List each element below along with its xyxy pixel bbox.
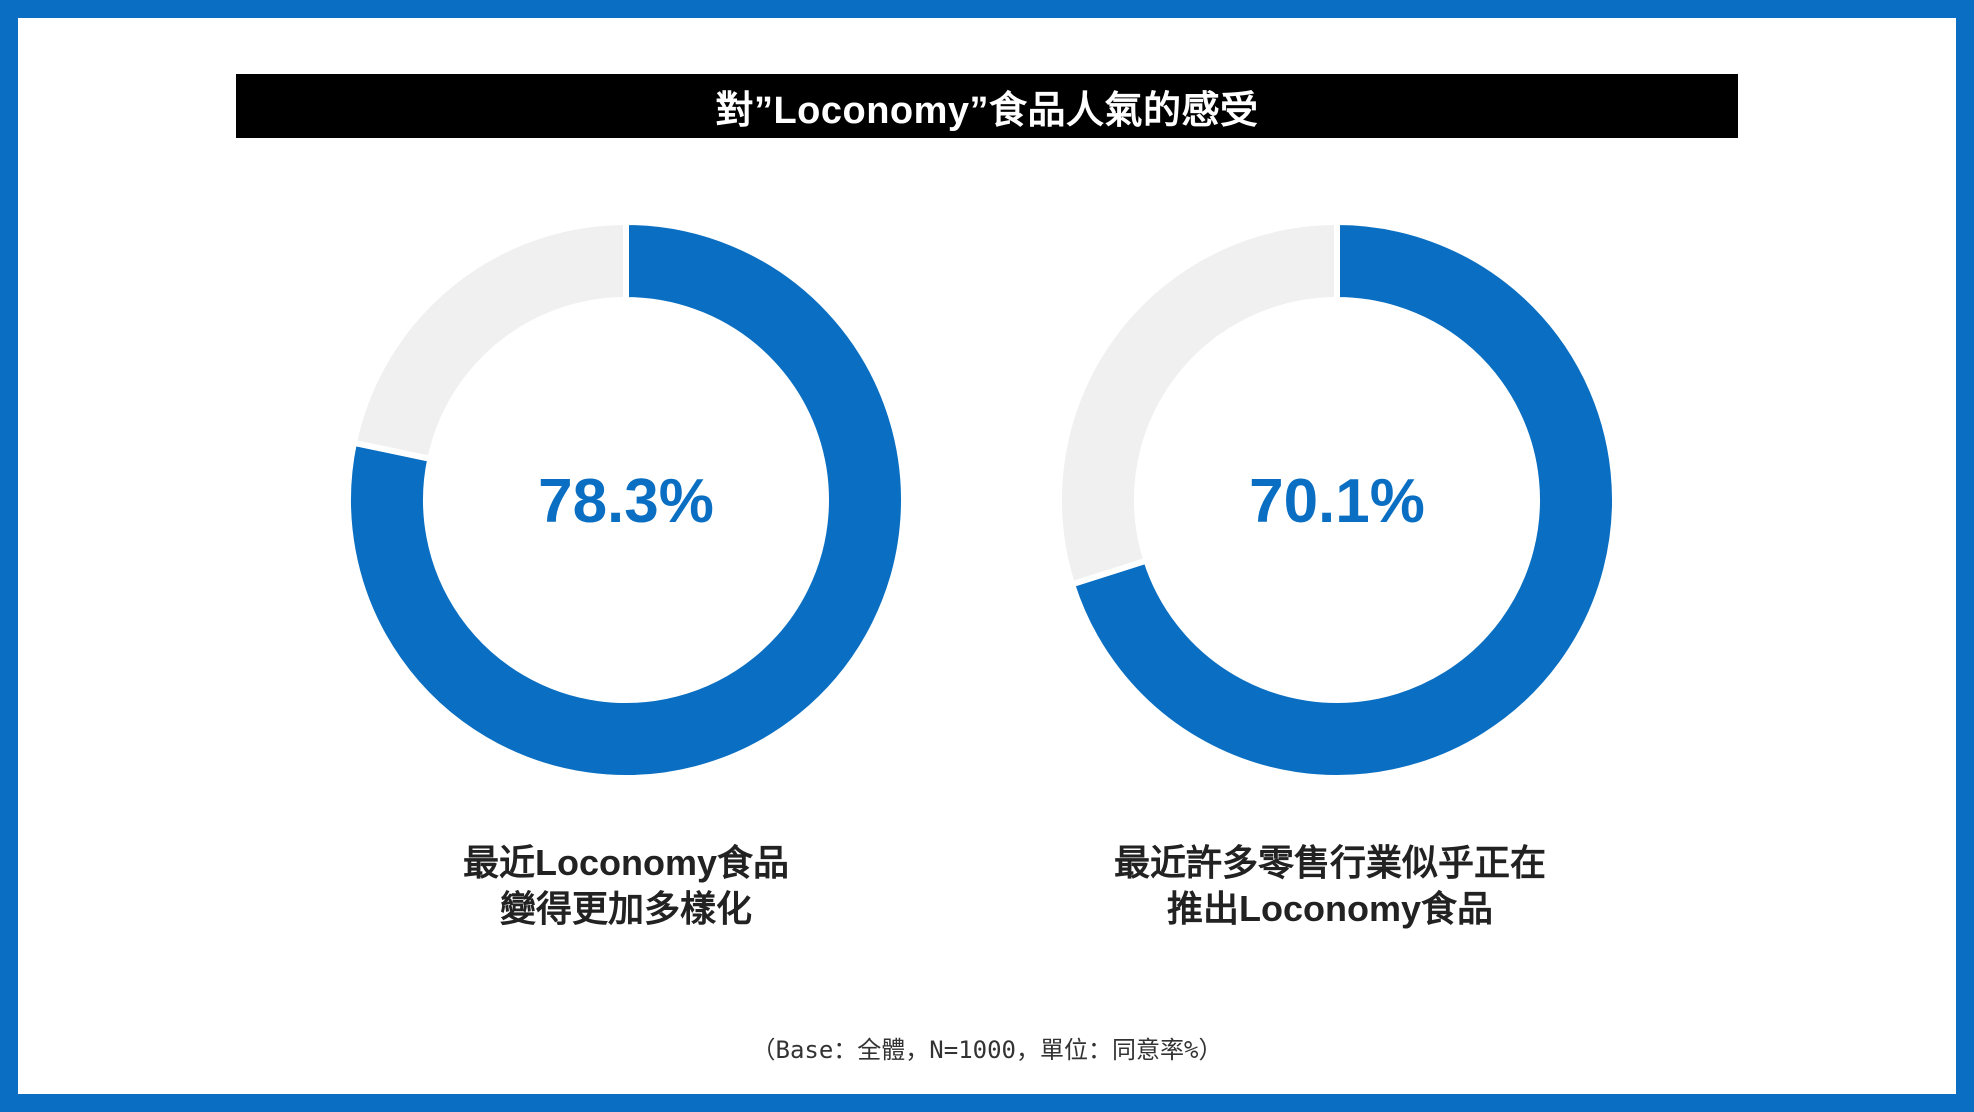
donut-2-remainder-slice	[1056, 218, 1340, 589]
donut-1-remainder-slice	[350, 218, 629, 463]
caption-chart-1-line-1: 最近Loconomy食品	[462, 842, 789, 883]
title-bar: 對”Loconomy”食品人氣的感受	[236, 74, 1738, 138]
caption-chart-2: 最近許多零售行業似乎正在 推出Loconomy食品	[1080, 840, 1580, 932]
donut-chart-1: 78.3%	[345, 218, 907, 781]
donut-1-value-label: 78.3%	[538, 467, 714, 536]
chart-title: 對”Loconomy”食品人氣的感受	[715, 89, 1259, 132]
caption-chart-1-line-2: 變得更加多樣化	[499, 888, 752, 929]
caption-chart-2-line-1: 最近許多零售行業似乎正在	[1113, 842, 1546, 883]
donut-2-value-slice	[1068, 218, 1618, 781]
caption-chart-2-line-2: 推出Loconomy食品	[1166, 888, 1493, 929]
donut-2-value-label: 70.1%	[1249, 467, 1425, 536]
footnote: （Base：全體，N=1000，單位：同意率%）	[751, 1036, 1223, 1064]
donut-1-value-slice	[345, 218, 907, 781]
donut-chart-2: 70.1%	[1056, 218, 1618, 781]
caption-chart-1: 最近Loconomy食品 變得更加多樣化	[376, 840, 876, 932]
